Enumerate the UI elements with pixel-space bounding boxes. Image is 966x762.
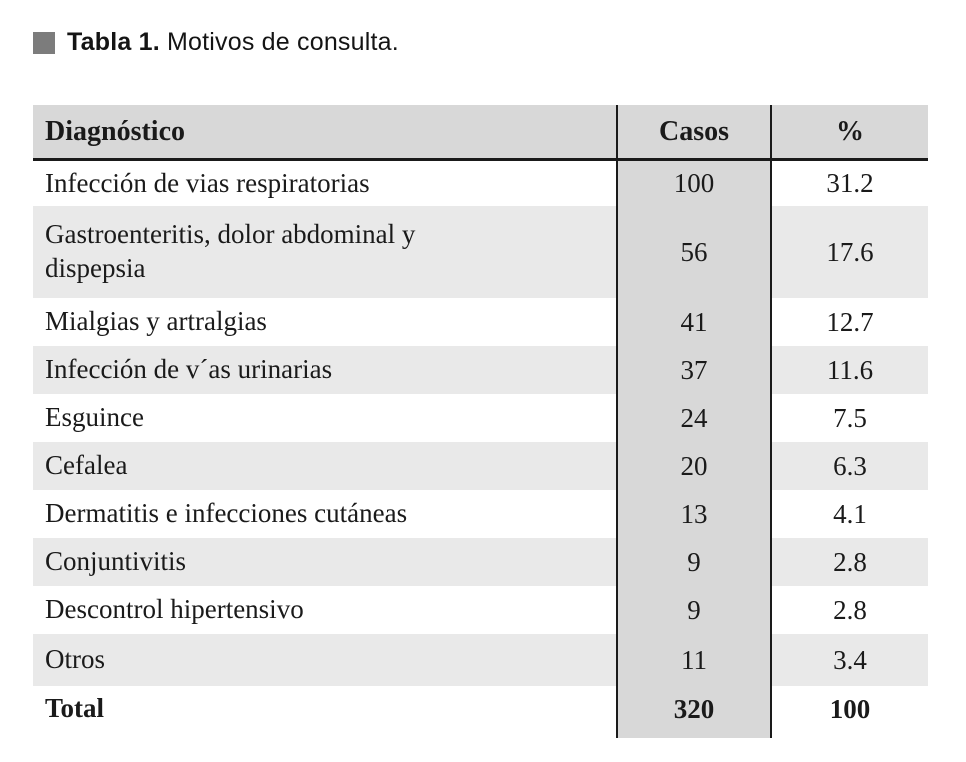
pct-cell: 7.5 <box>833 402 867 433</box>
pct-cell: 6.3 <box>772 442 928 490</box>
pct-cell: 17.6 <box>772 206 928 298</box>
header-row: Diagnóstico Casos % <box>33 105 928 161</box>
diagnosis-cell: Mialgias y artralgias <box>45 306 267 337</box>
total-pct-cell: 100 <box>829 693 871 724</box>
col-header-diagnostico: Diagnóstico <box>33 105 616 161</box>
total-row: Total 320 100 <box>33 686 928 732</box>
casos-cell: 9 <box>616 586 772 634</box>
total-casos-cell: 320 <box>616 686 772 732</box>
figure-title: Tabla 1. Motivos de consulta. <box>33 28 399 57</box>
casos-cell: 13 <box>616 490 772 538</box>
diagnosis-cell: Infección de v´as urinarias <box>33 346 616 394</box>
diagnosis-cell: Conjuntivitis <box>33 538 616 586</box>
diagnosis-cell: Otros <box>33 634 616 686</box>
motivos-de-consulta-table: Diagnóstico Casos % Infección de vias re… <box>33 105 928 732</box>
col-header-casos: Casos <box>616 105 772 161</box>
diagnosis-cell: Cefalea <box>33 442 616 490</box>
diagnosis-cell: Dermatitis e infecciones cutáneas <box>45 498 408 529</box>
table-row: Gastroenteritis, dolor abdominal y dispe… <box>33 206 928 298</box>
table-row: Infección de v´as urinarias 37 11.6 <box>33 346 928 394</box>
pct-cell: 31.2 <box>826 168 874 198</box>
casos-cell: 100 <box>616 161 772 206</box>
table-row: Conjuntivitis 9 2.8 <box>33 538 928 586</box>
pct-cell: 12.7 <box>826 306 874 337</box>
table-row: Dermatitis e infecciones cutáneas 13 4.1 <box>33 490 928 538</box>
table-row: Descontrol hipertensivo 9 2.8 <box>33 586 928 634</box>
pct-cell: 2.8 <box>833 594 867 625</box>
casos-cell: 41 <box>616 298 772 346</box>
table-row: Otros 11 3.4 <box>33 634 928 686</box>
casos-cell: 11 <box>616 634 772 686</box>
figure-title-label: Tabla 1. <box>67 28 160 56</box>
diagnosis-cell: Gastroenteritis, dolor abdominal y dispe… <box>33 206 616 298</box>
pct-cell: 2.8 <box>772 538 928 586</box>
table-row: Mialgias y artralgias 41 12.7 <box>33 298 928 346</box>
table-row: Esguince 24 7.5 <box>33 394 928 442</box>
table-row: Infección de vias respiratorias 100 31.2 <box>33 161 928 206</box>
diagnosis-cell: Esguince <box>45 402 144 433</box>
casos-cell: 56 <box>616 206 772 298</box>
consultation-table: Diagnóstico Casos % Infección de vias re… <box>33 105 928 738</box>
casos-cell: 24 <box>616 394 772 442</box>
diagnosis-cell: Descontrol hipertensivo <box>45 594 304 625</box>
casos-cell: 20 <box>616 442 772 490</box>
casos-column-tail <box>616 732 772 738</box>
pct-cell: 11.6 <box>772 346 928 394</box>
pct-cell: 3.4 <box>772 634 928 686</box>
table-row: Cefalea 20 6.3 <box>33 442 928 490</box>
figure-title-text: Motivos de consulta. <box>159 28 399 56</box>
pct-cell: 4.1 <box>833 498 867 529</box>
square-bullet-icon <box>33 31 55 54</box>
col-header-pct: % <box>772 105 928 161</box>
casos-cell: 9 <box>616 538 772 586</box>
casos-cell: 37 <box>616 346 772 394</box>
total-label-cell: Total <box>45 693 105 724</box>
diagnosis-cell: Infección de vias respiratorias <box>45 167 370 198</box>
